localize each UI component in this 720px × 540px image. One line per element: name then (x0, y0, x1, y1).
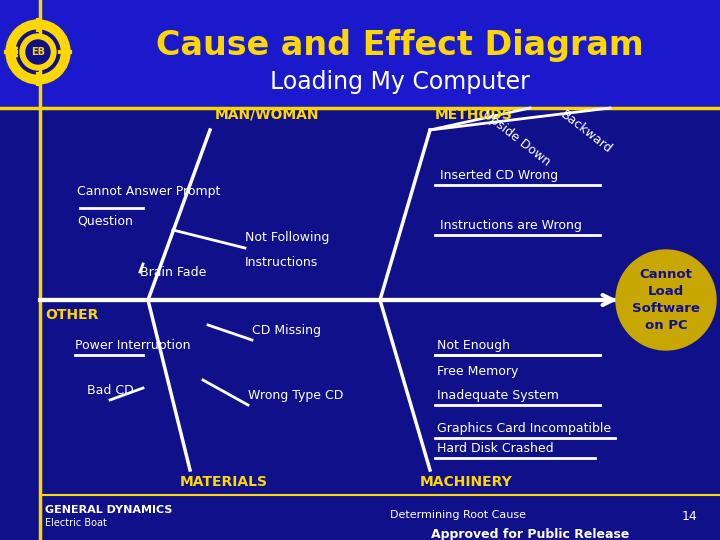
Text: Instructions: Instructions (245, 256, 318, 269)
Text: Graphics Card Incompatible: Graphics Card Incompatible (437, 422, 611, 435)
Text: Cause and Effect Diagram: Cause and Effect Diagram (156, 29, 644, 62)
Circle shape (20, 34, 56, 70)
Text: Approved for Public Release: Approved for Public Release (431, 528, 629, 540)
Text: Not Enough: Not Enough (437, 339, 510, 352)
Text: Loading My Computer: Loading My Computer (270, 70, 530, 94)
Text: Backward: Backward (558, 108, 614, 156)
Text: MATERIALS: MATERIALS (180, 475, 268, 489)
FancyBboxPatch shape (0, 0, 720, 108)
Text: Question: Question (77, 214, 133, 227)
Text: CD Missing: CD Missing (252, 324, 321, 337)
Text: Instructions are Wrong: Instructions are Wrong (440, 219, 582, 232)
Circle shape (616, 250, 716, 350)
Text: EB: EB (31, 47, 45, 57)
Circle shape (6, 20, 70, 84)
Text: Cannot
Load
Software
on PC: Cannot Load Software on PC (632, 268, 700, 332)
Circle shape (26, 40, 50, 64)
Text: MAN/WOMAN: MAN/WOMAN (215, 108, 320, 122)
Text: Wrong Type CD: Wrong Type CD (248, 389, 343, 402)
Text: Bad CD: Bad CD (87, 384, 134, 397)
Text: Upside Down: Upside Down (480, 108, 553, 168)
Text: Electric Boat: Electric Boat (45, 518, 107, 528)
Text: Inadequate System: Inadequate System (437, 389, 559, 402)
Text: Hard Disk Crashed: Hard Disk Crashed (437, 442, 554, 455)
Text: GENERAL DYNAMICS: GENERAL DYNAMICS (45, 505, 172, 515)
Text: Brain Fade: Brain Fade (140, 266, 207, 279)
Text: OTHER: OTHER (45, 308, 99, 322)
Text: Cannot Answer Prompt: Cannot Answer Prompt (77, 185, 220, 198)
Text: Power Interruption: Power Interruption (75, 339, 191, 352)
Text: Free Memory: Free Memory (437, 365, 518, 378)
Text: Determining Root Cause: Determining Root Cause (390, 510, 526, 520)
Text: METHODS: METHODS (435, 108, 513, 122)
Text: MACHINERY: MACHINERY (420, 475, 513, 489)
Text: 14: 14 (682, 510, 698, 523)
Text: Not Following: Not Following (245, 231, 329, 244)
Text: Inserted CD Wrong: Inserted CD Wrong (440, 169, 558, 182)
Circle shape (16, 30, 60, 74)
